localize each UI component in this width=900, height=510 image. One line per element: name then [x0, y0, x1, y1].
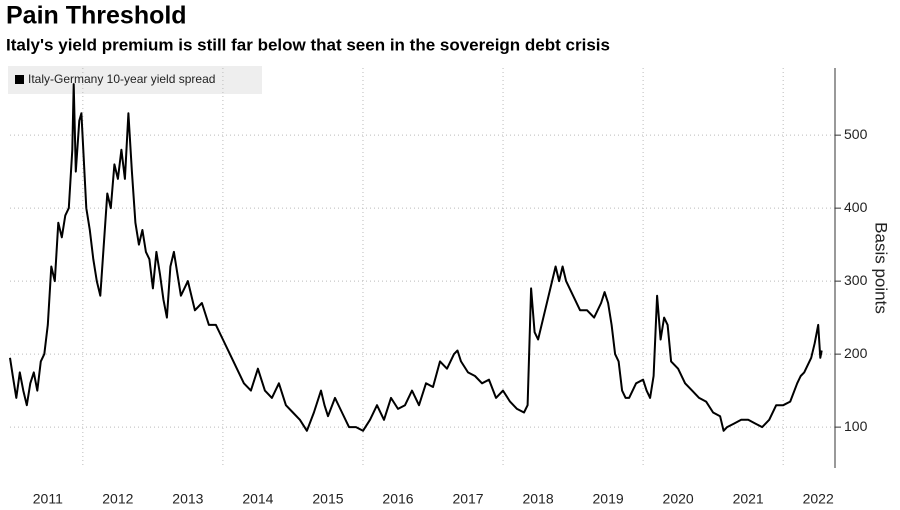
- y-tick-label: 400: [844, 199, 868, 215]
- y-tick-label: 300: [844, 272, 868, 288]
- x-tick-label: 2016: [382, 491, 413, 507]
- series-line: [9, 83, 823, 432]
- x-tick-label: 2020: [663, 491, 694, 507]
- x-tick-label: 2012: [102, 491, 133, 507]
- legend-box: [8, 66, 262, 94]
- legend-label: Italy-Germany 10-year yield spread: [28, 72, 215, 86]
- y-axis-label: Basis points: [872, 222, 891, 314]
- x-tick-label: 2021: [733, 491, 764, 507]
- y-tick-label: 500: [844, 126, 868, 142]
- chart-title: Pain Threshold: [6, 2, 187, 30]
- x-tick-label: 2019: [593, 491, 624, 507]
- x-tick-label: 2018: [522, 491, 553, 507]
- y-tick-label: 100: [844, 418, 868, 434]
- x-tick-label: 2015: [312, 491, 343, 507]
- x-tick-label: 2013: [172, 491, 203, 507]
- x-tick-label: 2011: [33, 491, 63, 507]
- x-tick-label: 2022: [803, 491, 834, 507]
- x-tick-label: 2017: [452, 491, 483, 507]
- legend-swatch: [15, 75, 24, 84]
- y-tick-label: 200: [844, 345, 868, 361]
- x-tick-label: 2014: [242, 491, 273, 507]
- chart-subtitle: Italy's yield premium is still far below…: [6, 35, 610, 54]
